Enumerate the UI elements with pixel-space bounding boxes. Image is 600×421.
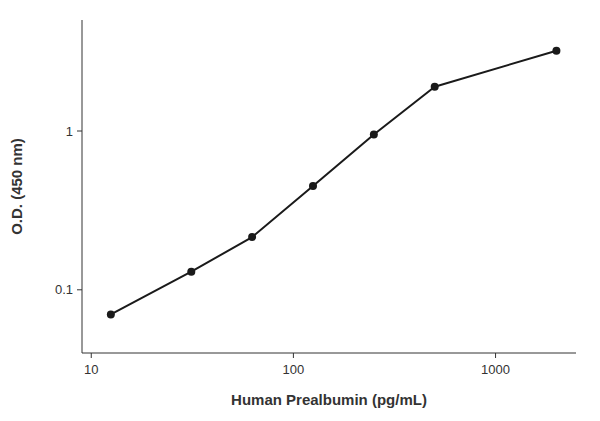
data-line [111,51,557,315]
data-point [107,310,115,318]
x-tick-label: 100 [283,362,305,377]
plot-area [107,47,561,319]
data-point [248,233,256,241]
data-point [431,83,439,91]
x-axis-label: Human Prealbumin (pg/mL) [231,391,427,408]
data-point [552,47,560,55]
data-point [309,182,317,190]
x-axis-line [82,353,576,354]
x-tick-label: 10 [84,362,98,377]
data-point [370,131,378,139]
y-tick-label: 1 [66,124,73,139]
x-tick [293,353,294,358]
y-axis-line [82,20,83,353]
y-tick [77,289,82,290]
y-axis-label: O.D. (450 nm) [8,138,25,235]
chart: 10 100 1000 0.1 1 Human Prealbumin (pg/mL) O.D… [0,0,600,421]
x-tick [495,353,496,358]
y-tick [77,131,82,132]
y-tick-label: 0.1 [55,282,73,297]
chart-container: 10 100 1000 0.1 1 Human Prealbumin (pg/mL) O.D… [0,0,600,421]
x-tick-label: 1000 [481,362,510,377]
data-point [187,268,195,276]
x-tick [91,353,92,358]
